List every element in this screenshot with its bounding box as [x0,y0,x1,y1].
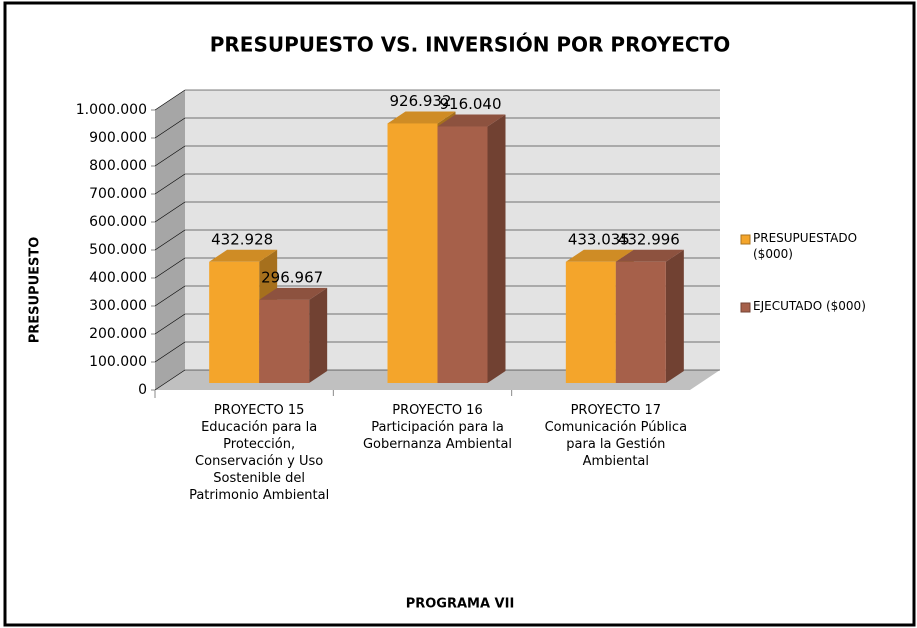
grid-line [154,229,186,251]
data-label: 432.996 [618,230,680,248]
y-tick-label: 0 [138,382,147,398]
grid-line [154,313,186,335]
data-label: 916.040 [439,95,501,113]
bar-top [209,249,278,262]
bar-side [665,249,684,383]
data-label: 926.932 [389,92,451,110]
bar-top [259,287,328,300]
bar [209,261,260,383]
data-label: 432.928 [211,230,273,248]
grid-line [154,369,186,391]
bar-top [387,111,456,124]
y-tick-label: 900.000 [89,130,147,146]
y-tick-label: 700.000 [89,186,147,202]
y-tick-label: 100.000 [89,354,147,370]
bar [565,261,616,383]
bar-side [309,287,328,383]
y-tick-label: 200.000 [89,326,147,342]
x-tick-label: PROYECTO 16 Participación para la Gobern… [362,403,513,452]
grid-line [154,285,186,307]
legend-label-box: PRESUPUESTADO ($000) [753,231,858,261]
grid-line [154,257,186,279]
legend-label: PRESUPUESTADO ($000) [753,231,858,261]
y-tick-label: 1.000.000 [76,102,147,118]
bar [437,126,488,384]
legend-swatch [740,302,751,313]
grid-line [154,341,186,363]
grid-line [154,201,186,223]
y-tick-label: 500.000 [89,242,147,258]
data-label: 433.035 [568,230,630,248]
grid-line [154,145,186,167]
bar-top [615,249,684,262]
grid-line [154,89,186,111]
y-tick-label: 600.000 [89,214,147,230]
grid-line [154,173,186,195]
legend-label-box: EJECUTADO ($000) [753,299,866,313]
y-tick-label: 800.000 [89,158,147,174]
y-tick-label: 400.000 [89,270,147,286]
bar-top [437,114,506,127]
y-tick-label: 300.000 [89,298,147,314]
bar-side [487,114,506,384]
x-tick-label-box: PROYECTO 17 Comunicación Pública para la… [544,403,688,469]
x-axis-label: PROGRAMA VII [406,597,515,612]
x-tick-label: PROYECTO 15 Educación para la Protección… [189,403,330,503]
x-tick-label-box: PROYECTO 15 Educación para la Protección… [189,403,330,503]
x-tick-label-box: PROYECTO 16 Participación para la Gobern… [362,403,513,452]
bar [259,299,310,383]
chart-title: PRESUPUESTO VS. INVERSIÓN POR PROYECTO [210,33,731,57]
x-tick-label: PROYECTO 17 Comunicación Pública para la… [544,403,688,469]
data-label: 296.967 [261,268,323,286]
bar-top [565,249,634,262]
bar [615,261,666,383]
grid-line [154,117,186,139]
bar [387,123,438,383]
legend-swatch [740,234,751,245]
y-axis-label: PRESUPUESTO [28,237,43,344]
legend-label: EJECUTADO ($000) [753,299,866,313]
